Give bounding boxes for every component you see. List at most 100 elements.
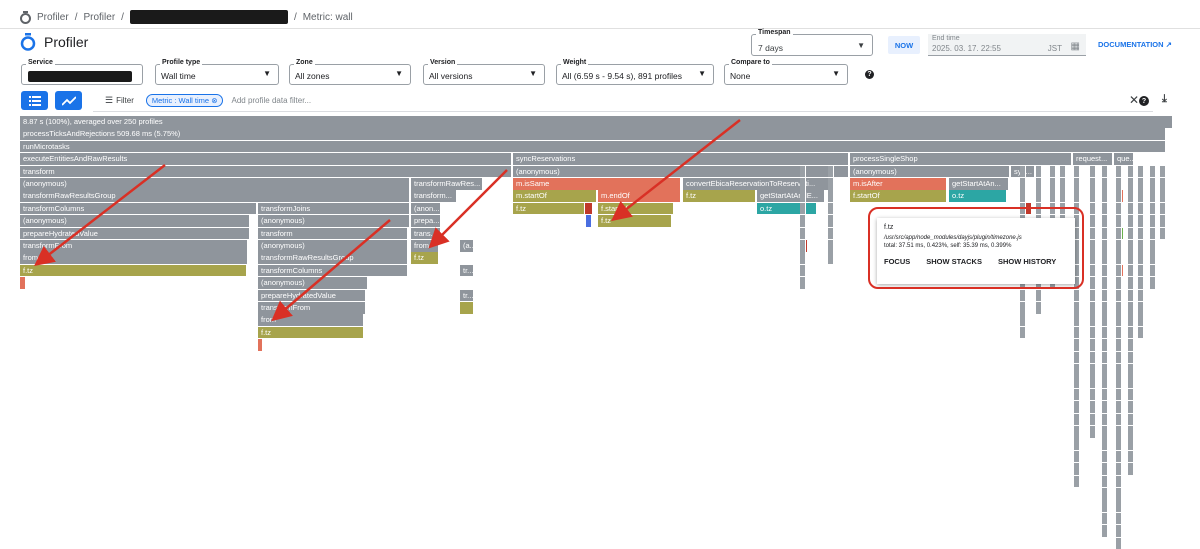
flame-frame[interactable]: (anonymous): [20, 215, 250, 227]
flame-frame[interactable]: runMicrotasks: [20, 140, 1166, 153]
flame-frame[interactable]: transformRawResultsGroup: [20, 190, 410, 202]
flame-frame[interactable]: [1160, 215, 1166, 227]
flame-frame[interactable]: [1116, 475, 1122, 488]
flame-frame[interactable]: [1116, 178, 1122, 190]
flame-frame[interactable]: [800, 202, 806, 215]
calendar-icon[interactable]: ▦: [1070, 41, 1080, 52]
chart-view-button[interactable]: [55, 91, 82, 110]
flame-frame[interactable]: [1150, 202, 1156, 215]
flame-frame[interactable]: [1036, 190, 1042, 202]
flame-frame[interactable]: [1116, 388, 1122, 401]
flame-frame[interactable]: [1138, 178, 1144, 190]
flame-frame[interactable]: [1074, 450, 1080, 463]
flame-frame[interactable]: [1074, 252, 1080, 264]
flame-frame[interactable]: [1102, 488, 1108, 500]
flame-frame[interactable]: [1128, 463, 1134, 475]
flame-frame[interactable]: [1128, 339, 1134, 351]
show-history-button[interactable]: SHOW HISTORY: [997, 257, 1057, 266]
clear-filter-icon[interactable]: ✕: [1128, 93, 1139, 107]
flame-frame[interactable]: [1128, 326, 1134, 339]
flame-frame[interactable]: f.tz: [683, 190, 756, 202]
zone-select[interactable]: Zone All zones ▼: [289, 59, 411, 85]
flame-frame[interactable]: [1074, 165, 1080, 178]
flame-frame[interactable]: f.tz: [20, 264, 247, 277]
flame-frame[interactable]: [1090, 277, 1096, 289]
profile-type-select[interactable]: Profile type Wall time ▼: [155, 59, 279, 85]
flame-frame[interactable]: [1116, 314, 1122, 326]
flame-frame[interactable]: [1128, 351, 1134, 364]
flame-frame[interactable]: [1090, 264, 1096, 277]
flame-frame[interactable]: m.startOf: [513, 190, 597, 202]
flame-frame[interactable]: [1138, 302, 1144, 314]
flame-frame[interactable]: [1116, 512, 1122, 525]
flame-frame[interactable]: [1128, 376, 1134, 388]
flame-frame[interactable]: [1074, 227, 1080, 240]
flame-frame[interactable]: [1074, 215, 1080, 227]
flame-frame[interactable]: [258, 339, 263, 351]
focus-button[interactable]: FOCUS: [884, 257, 911, 266]
flame-frame[interactable]: [828, 215, 834, 227]
flame-frame[interactable]: [1090, 401, 1096, 413]
flame-frame[interactable]: [1116, 450, 1122, 463]
flame-frame[interactable]: [800, 215, 806, 227]
flame-frame[interactable]: [1116, 202, 1122, 215]
flame-frame[interactable]: [1102, 215, 1108, 227]
flame-frame[interactable]: [800, 178, 806, 190]
flame-frame[interactable]: [1150, 252, 1156, 264]
flame-frame[interactable]: [1020, 326, 1026, 339]
flame-frame[interactable]: [1102, 240, 1108, 252]
flame-frame[interactable]: [1128, 165, 1134, 178]
flame-frame[interactable]: [1116, 289, 1122, 302]
flame-frame[interactable]: o.tz: [757, 202, 817, 215]
flame-frame[interactable]: [1116, 364, 1122, 376]
flame-frame[interactable]: transformFrom: [258, 302, 366, 314]
flame-frame[interactable]: [1160, 178, 1166, 190]
flame-frame[interactable]: [1150, 215, 1156, 227]
flame-frame[interactable]: [828, 240, 834, 252]
flame-frame[interactable]: transformColumns: [20, 202, 257, 215]
flame-frame[interactable]: [800, 190, 806, 202]
flame-frame[interactable]: prepareHydratedValue: [258, 289, 366, 302]
flame-frame[interactable]: [1090, 165, 1096, 178]
flame-frame[interactable]: f.tz: [411, 252, 439, 264]
flame-frame[interactable]: f.tz: [258, 326, 364, 339]
flame-frame[interactable]: [1116, 500, 1122, 512]
flame-frame[interactable]: [1074, 475, 1080, 488]
flame-frame[interactable]: [1102, 227, 1108, 240]
flame-frame[interactable]: [1138, 190, 1144, 202]
flame-frame[interactable]: [1074, 240, 1080, 252]
compare-to-select[interactable]: Compare to None ▼: [724, 59, 848, 85]
flame-frame[interactable]: getStartAtAndE...: [757, 190, 825, 202]
flame-frame[interactable]: transform...: [411, 190, 457, 202]
flame-frame[interactable]: [1150, 264, 1156, 277]
flame-frame[interactable]: [1036, 289, 1042, 302]
flame-frame[interactable]: [1102, 401, 1108, 413]
flame-frame[interactable]: tr...: [460, 264, 474, 277]
flame-frame[interactable]: [1116, 240, 1122, 252]
flame-frame[interactable]: [1150, 277, 1156, 289]
flame-frame[interactable]: [1102, 463, 1108, 475]
flame-frame[interactable]: [1128, 277, 1134, 289]
flame-frame[interactable]: [1116, 351, 1122, 364]
flame-frame[interactable]: [1116, 488, 1122, 500]
flame-frame[interactable]: tr...: [460, 289, 474, 302]
timespan-select[interactable]: Timespan 7 days ▼: [751, 29, 873, 56]
flame-frame[interactable]: [1020, 289, 1026, 302]
flame-frame[interactable]: [1090, 351, 1096, 364]
flame-frame[interactable]: from: [20, 252, 248, 264]
flame-frame[interactable]: from: [258, 314, 364, 326]
flame-frame[interactable]: [1090, 426, 1096, 438]
flame-frame[interactable]: [1138, 252, 1144, 264]
flame-frame[interactable]: [1128, 190, 1134, 202]
now-button[interactable]: NOW: [888, 36, 920, 54]
flame-frame[interactable]: [1128, 264, 1134, 277]
flame-frame[interactable]: [1102, 438, 1108, 450]
breadcrumb-profiler-2[interactable]: Profiler: [83, 11, 116, 23]
chip-close-icon[interactable]: ⊗: [211, 96, 218, 105]
flame-frame[interactable]: [1036, 302, 1042, 314]
flame-frame[interactable]: [1102, 500, 1108, 512]
flame-frame[interactable]: (anonymous): [258, 240, 408, 252]
flame-frame[interactable]: [1036, 165, 1042, 178]
flame-frame[interactable]: [828, 227, 834, 240]
flame-frame[interactable]: [800, 240, 806, 252]
